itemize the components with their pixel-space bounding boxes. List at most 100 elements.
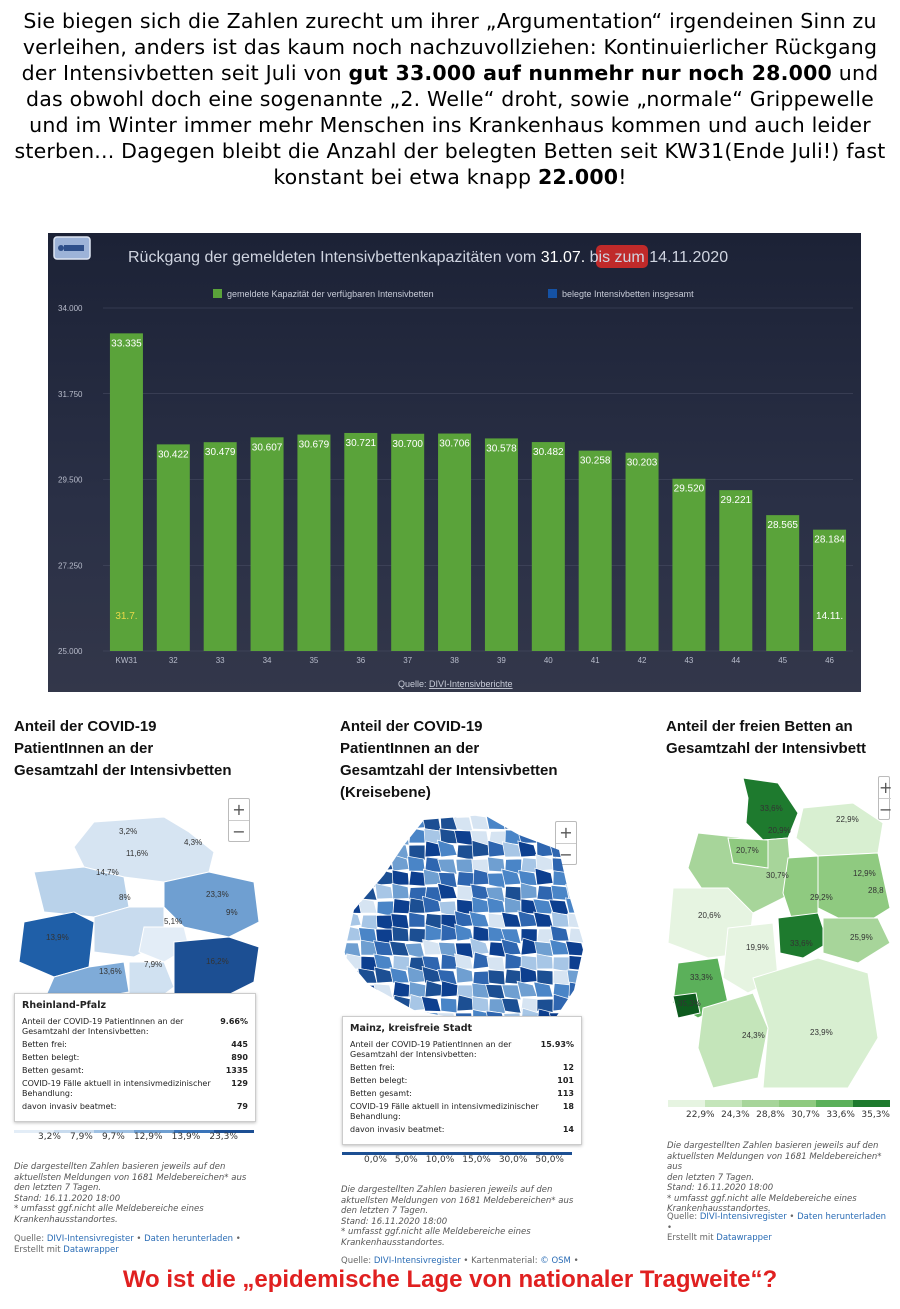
panel3-zoom-in-button[interactable]: +	[879, 777, 891, 799]
district-cell	[358, 815, 378, 831]
map-label: 5,1%	[164, 917, 182, 926]
bar-label-capacity: 33.335	[111, 338, 142, 349]
district-cell	[389, 940, 410, 957]
panel1-tooltip: Rheinland-Pfalz Anteil der COVID-19 Pati…	[14, 993, 256, 1122]
legend-tick-label: 33,6%	[826, 1110, 855, 1120]
district-cell	[390, 913, 410, 930]
map-label: 33,6%	[760, 804, 783, 813]
panel2-osm-link[interactable]: © OSM	[540, 1256, 571, 1266]
bar-label-capacity: 28.565	[767, 520, 798, 531]
district-cell	[485, 815, 506, 830]
legend-label-capacity: gemeldete Kapazität der verfügbaren Inte…	[227, 289, 434, 299]
panel2-zoom-in-button[interactable]: +	[556, 822, 576, 844]
panel3-map[interactable]: 33,6% 22,9% 20,9% 20,7% 30,7% 12,9% 28,8 29,2% 2…	[668, 778, 890, 1098]
map-label: 22,9%	[836, 815, 859, 824]
x-tick-label: 46	[825, 656, 834, 665]
map3-by	[752, 957, 879, 1089]
map3-sn	[822, 917, 890, 964]
panel1-legend-bar	[14, 1130, 254, 1133]
bar-capacity	[813, 529, 847, 651]
note-line: * umfasst ggf.nicht alle Meldebereiche e…	[14, 1204, 204, 1214]
map-label: 12,9%	[853, 869, 876, 878]
note-line: aktuellsten Meldungen von 1681 Meldebere…	[14, 1172, 247, 1183]
district-cell	[516, 827, 538, 844]
map-label: 23,9%	[810, 1028, 833, 1037]
district-cell	[392, 898, 411, 915]
district-cell	[344, 857, 362, 874]
bar-chart: Rückgang der gemeldeten Intensivbettenka…	[48, 233, 861, 692]
district-cell	[536, 969, 554, 986]
panel1-datawrapper-link[interactable]: Datawrapper	[63, 1244, 119, 1255]
bar-label-capacity: 30.679	[299, 440, 330, 451]
panel2-map[interactable]	[344, 815, 584, 1020]
legend-tick-label: 30,0%	[498, 1155, 528, 1165]
district-cell	[437, 858, 458, 875]
panel1-source: Quelle: DIVI-Intensivregister • Daten he…	[14, 1234, 241, 1255]
panel3-download-link[interactable]: Daten herunterladen	[797, 1212, 887, 1222]
bar-label-capacity: 30.721	[346, 438, 377, 449]
district-cell	[564, 844, 584, 860]
district-cell	[487, 969, 506, 986]
panel1-zoom-out-button[interactable]: −	[232, 822, 246, 841]
district-cell	[536, 840, 554, 858]
tooltip-row: Anteil der COVID-19 PatientInnen an der …	[350, 1040, 574, 1059]
panel1-download-link[interactable]: Daten herunterladen	[144, 1234, 234, 1244]
district-cell	[392, 994, 411, 1012]
panel1-source-link[interactable]: DIVI-Intensivregister	[46, 1234, 134, 1244]
district-cell	[486, 956, 506, 973]
chart-source-link: DIVI-Intensivberichte	[429, 679, 513, 689]
bar-capacity	[484, 438, 518, 651]
district-cell	[567, 912, 584, 929]
district-cell	[488, 941, 507, 958]
district-cell	[391, 869, 410, 886]
note-line: Stand: 16.11.2020 18:00	[14, 1193, 121, 1204]
district-cell	[344, 827, 362, 844]
bar-label-capacity: 30.700	[392, 439, 423, 450]
legend-tick-label: 22,9%	[686, 1110, 715, 1120]
panel2-source-link[interactable]: DIVI-Intensivregister	[373, 1256, 461, 1266]
district-cell	[520, 815, 540, 831]
map-label: 28,8	[868, 886, 884, 895]
panel1-map[interactable]: 3,2% 11,6% 4,3% 14,7% 8% 23,3% 9% 13,9% 5,1% 13,6…	[14, 812, 264, 1002]
note-line: * umfasst ggf.nicht alle Meldebereiche e…	[341, 1227, 531, 1237]
legend-tick-label: 35,3%	[861, 1110, 890, 1120]
legend-label-occupied: belegte Intensivbetten insgesamt	[562, 289, 694, 299]
district-cell	[373, 940, 394, 957]
district-cell	[374, 882, 394, 900]
note-line: den letzten 7 Tagen.	[341, 1206, 429, 1216]
district-cell	[376, 868, 394, 886]
district-cell	[344, 984, 362, 1001]
district-cell	[533, 827, 554, 844]
district-cell	[568, 995, 584, 1012]
note-line: * umfasst ggf.nicht alle Meldebereiche e…	[667, 1193, 857, 1204]
panel2-zoom-out-button[interactable]: −	[559, 845, 573, 864]
map-panel-states: Anteil der COVID-19 PatientInnen an der …	[14, 716, 264, 782]
district-cell	[470, 883, 490, 900]
bar-label-capacity: 28.184	[814, 535, 845, 546]
x-tick-label: 32	[169, 656, 178, 665]
bar-capacity	[578, 450, 612, 651]
note-line: Die dargestellten Zahlen basieren jeweil…	[341, 1185, 553, 1195]
panel3-zoom-out-button[interactable]: −	[879, 800, 891, 819]
note-line: aktuellsten Meldungen von 1681 Meldebere…	[341, 1195, 574, 1206]
tooltip-row: Anteil der COVID-19 PatientInnen an der …	[22, 1017, 248, 1036]
map-label: 33,6%	[790, 939, 813, 948]
district-cell	[454, 942, 474, 959]
app-logo-icon	[53, 236, 91, 260]
map3-st	[782, 855, 819, 924]
legend-tick-label: 5,0%	[394, 1155, 418, 1165]
panel1-zoom-in-button[interactable]: +	[229, 799, 249, 821]
note-line: den letzten 7 Tagen.	[667, 1172, 755, 1183]
panel1-legend-labels: 3,2% 7,9% 9,7% 12,9% 13,9% 23,3%	[38, 1132, 238, 1142]
panel3-datawrapper-link[interactable]: Datawrapper	[716, 1233, 772, 1243]
bar-capacity	[250, 437, 284, 651]
x-tick-label: 42	[638, 656, 647, 665]
district-cell	[518, 869, 538, 886]
district-cell	[471, 982, 490, 999]
bar-label-capacity: 30.706	[439, 439, 470, 450]
note-line: aktuellsten Meldungen von 1681 Meldebere…	[667, 1151, 882, 1173]
map-label: 20,6%	[698, 911, 721, 920]
legend-tick-label: 0,0%	[364, 1155, 387, 1165]
district-cell	[504, 815, 522, 830]
panel3-source-link[interactable]: DIVI-Intensivregister	[699, 1212, 787, 1222]
